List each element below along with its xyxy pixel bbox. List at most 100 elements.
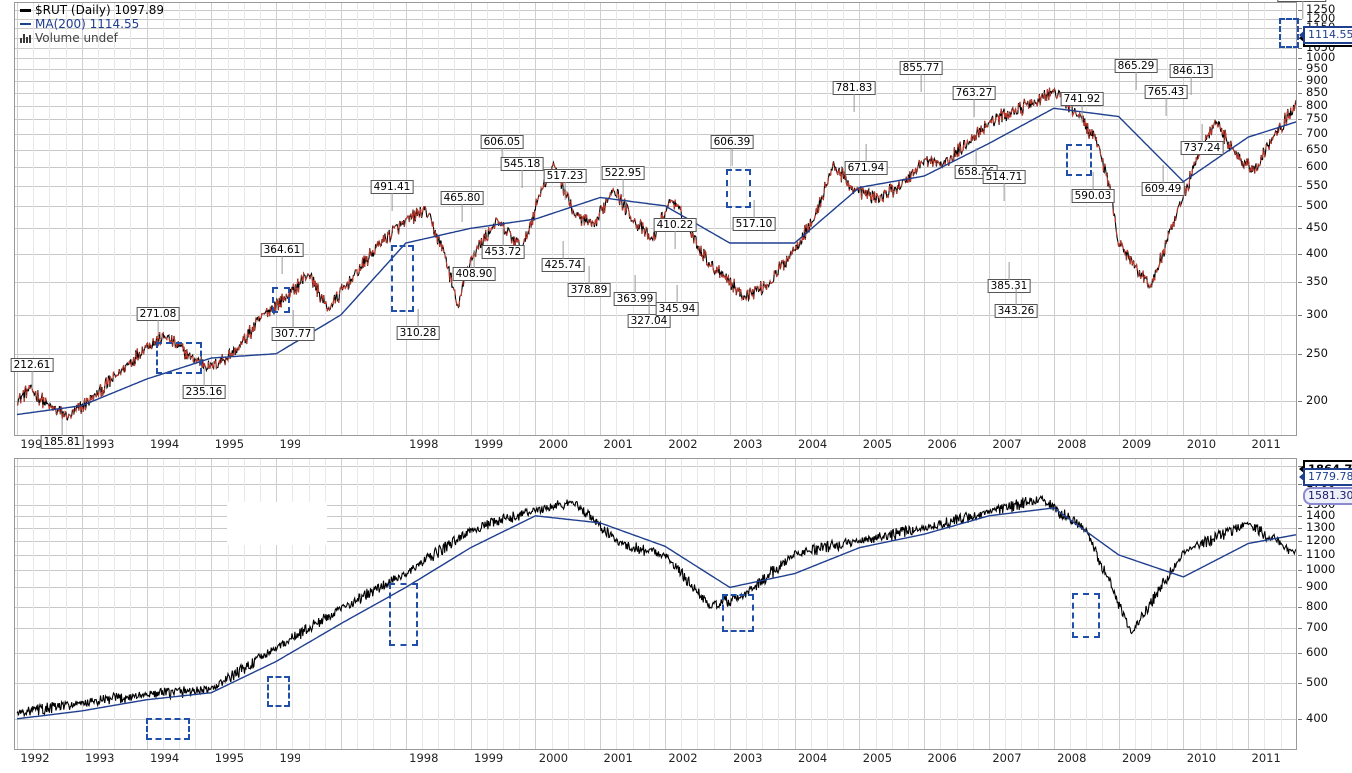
price-annotation: 846.13 — [1169, 63, 1213, 95]
xaxis-tick: 2004 — [797, 751, 828, 765]
price-annotation: 522.95 — [601, 166, 645, 198]
xaxis-blank-gap — [300, 751, 366, 769]
price-annotation: 545.18 — [500, 157, 544, 189]
price-annotation: 235.16 — [182, 367, 226, 399]
xaxis-tick: 1995 — [214, 751, 245, 765]
xaxis-tick: 1994 — [149, 437, 180, 451]
xaxis-tick: 1998 — [409, 437, 439, 451]
xaxis-tick: 2006 — [927, 437, 957, 451]
ma200-price-tag: 1779.78 — [1299, 467, 1352, 486]
consolidation-box-1998 — [391, 245, 414, 312]
consolidation-box-2004 — [722, 594, 754, 632]
price-annotation: 364.61 — [260, 243, 304, 275]
price-annotation: 517.10 — [732, 199, 776, 231]
consolidation-box-2010 — [1072, 593, 1100, 638]
legend-volume-label: Volume undef — [35, 30, 118, 45]
xaxis-tick: 2006 — [927, 751, 957, 765]
price-series-rut — [16, 87, 1297, 421]
price-annotation: 781.83 — [832, 80, 876, 112]
price-annotation: 855.77 — [899, 61, 943, 93]
ma200-line — [16, 507, 1297, 720]
price-annotation: 737.24 — [1180, 124, 1224, 155]
legend-row-ma[interactable]: MA(200) 1114.55 — [20, 17, 164, 31]
price-annotation: 363.99 — [613, 274, 657, 306]
price-annotation: 671.94 — [844, 143, 888, 175]
price-annotation: 609.49 — [1141, 164, 1185, 196]
xaxis-tick: 2011 — [1251, 437, 1281, 451]
xaxis-tick: 2002 — [668, 751, 698, 765]
price-annotation: 865.29 — [1114, 58, 1158, 90]
xaxis-tick: 1999 — [473, 437, 504, 451]
price-annotation: 491.41 — [370, 179, 414, 211]
price-annotation: 378.89 — [567, 266, 611, 297]
price-annotation: 741.92 — [1060, 91, 1104, 123]
consolidation-box-2010 — [1066, 144, 1092, 176]
price-annotation: 606.39 — [710, 134, 754, 166]
xaxis-blank-gap — [300, 437, 366, 455]
legend-row-symbol[interactable]: $RUT (Daily) 1097.89 — [20, 3, 164, 17]
xaxis-tick: 1993 — [85, 751, 115, 765]
price-annotation: 514.71 — [982, 169, 1026, 201]
chart-panel-spx: 1992 1993 1994 1995 1996 1998 1999 2000 2001 2002… — [0, 455, 1352, 773]
xaxis-tick: 1993 — [85, 437, 115, 451]
consolidation-box-1995 — [156, 342, 202, 374]
xaxis-tick: 2007 — [992, 437, 1022, 451]
price-annotation: 345.94 — [655, 285, 699, 317]
legend-symbol-label: $RUT (Daily) 1097.89 — [35, 2, 165, 17]
legend-swatch-price-icon — [20, 8, 31, 12]
xaxis-tick: 2010 — [1186, 751, 1217, 765]
xaxis-tick: 2001 — [603, 751, 633, 765]
xaxis-tick: 2007 — [992, 751, 1022, 765]
xaxis-tick: 1992 — [20, 751, 50, 765]
price-annotation: 212.61 — [10, 358, 54, 390]
consolidation-box-1995 — [146, 718, 190, 740]
xaxis-tick: 1998 — [409, 751, 439, 765]
legend-row-volume[interactable]: Volume undef — [20, 31, 164, 45]
price-annotation: 410.22 — [653, 218, 697, 250]
price-series-spx — [16, 494, 1297, 720]
price-annotation: 385.31 — [987, 262, 1031, 294]
price-annotation: 307.77 — [271, 310, 315, 342]
xaxis-tick: 1999 — [473, 751, 504, 765]
legend-ma-label: MA(200) 1114.55 — [35, 16, 140, 31]
xaxis-tick: 2009 — [1121, 751, 1152, 765]
alert-level-tag: 1581.30 — [1303, 487, 1352, 506]
legend-rut: $RUT (Daily) 1097.89 MA(200) 1114.55 Vol… — [20, 3, 164, 45]
legend-swatch-ma-icon — [20, 23, 31, 25]
xaxis-tick: 2009 — [1121, 437, 1152, 451]
yaxis-rut: 200 250 300 350 400 450 500 550 600 650 700 750 800 8… — [1298, 0, 1352, 440]
price-annotation: 1208.65 — [1277, 0, 1327, 19]
consolidation-box-1996 — [272, 287, 290, 313]
price-annotation: 327.04 — [627, 297, 671, 329]
price-annotation: 465.80 — [440, 191, 484, 222]
consolidation-box-1996 — [267, 676, 290, 707]
price-annotation: 185.81 — [40, 418, 84, 449]
consolidation-box-2004 — [726, 169, 751, 208]
price-line-down — [16, 87, 1297, 421]
volume-bars-icon — [20, 33, 31, 43]
xaxis-tick: 2003 — [733, 437, 763, 451]
xaxis-tick: 2005 — [862, 437, 893, 451]
price-annotation: 453.72 — [481, 227, 525, 259]
price-annotation: 517.23 — [543, 168, 587, 200]
xaxis-tick: 2004 — [797, 437, 828, 451]
xaxis-tick: 2005 — [862, 751, 893, 765]
xaxis-tick: 2008 — [1057, 751, 1087, 765]
price-annotation: 763.27 — [952, 85, 996, 117]
plot-area-spx[interactable] — [14, 458, 1297, 750]
ma200-price-tag: 1114.55 — [1299, 25, 1352, 44]
xaxis-tick: 2008 — [1057, 437, 1087, 451]
price-annotation: 271.08 — [136, 306, 180, 338]
xaxis-tick: 2001 — [603, 437, 633, 451]
xaxis-tick: 2010 — [1186, 437, 1217, 451]
xaxis-tick: 2000 — [538, 751, 569, 765]
price-annotation: 343.26 — [994, 287, 1038, 319]
price-annotation: 765.43 — [1144, 85, 1188, 116]
consolidation-box-1998 — [389, 583, 418, 646]
xaxis-tick: 1994 — [149, 751, 180, 765]
price-annotation: 606.05 — [480, 134, 524, 166]
price-annotation: 425.74 — [541, 241, 585, 273]
xaxis-tick: 2002 — [668, 437, 698, 451]
xaxis-tick: 2003 — [733, 751, 763, 765]
